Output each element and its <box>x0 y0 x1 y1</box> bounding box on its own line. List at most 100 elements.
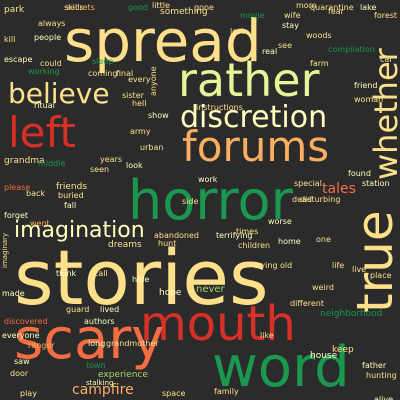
word-imaginary: imaginary <box>1 232 9 268</box>
word-home: home <box>278 237 301 246</box>
word-secrets: secrets <box>66 3 95 12</box>
word-saw: saw <box>14 357 30 366</box>
word-mom: mom <box>296 1 317 10</box>
word-true: true <box>346 210 400 313</box>
word-hell: hell <box>132 99 147 108</box>
word-stalking: stalking <box>86 379 114 387</box>
word-always: always <box>38 19 66 28</box>
word-stay: stay <box>282 21 299 30</box>
word-word: word <box>212 335 350 400</box>
word-disturbing: disturbing <box>300 195 341 204</box>
word-whether: whether <box>367 48 400 180</box>
word-side: side <box>182 197 199 206</box>
word-kill: kill <box>4 35 16 44</box>
word-instructions: instructions <box>196 103 243 112</box>
word-long: long <box>88 339 106 348</box>
word-escape: escape <box>4 55 33 64</box>
word-fear: fear <box>328 7 344 16</box>
word-grandmother: grandmother <box>106 339 159 348</box>
word-spread: spread <box>64 7 262 75</box>
word-hide: hide <box>132 275 150 284</box>
word-wife: wife <box>284 11 301 20</box>
word-forest: forest <box>374 11 398 20</box>
word-hunting: hunting <box>366 371 397 380</box>
word-discovered: discovered <box>4 317 48 326</box>
word-tales: tales <box>322 181 356 197</box>
word-father: father <box>362 361 387 370</box>
word-keep: keep <box>332 345 354 355</box>
word-sister: sister <box>122 91 144 100</box>
word-lost: lost <box>230 27 245 36</box>
word-life: life <box>332 261 345 270</box>
word-friend: friend <box>354 81 378 90</box>
word-grandma: grandma <box>4 156 45 166</box>
word-sleep: sleep <box>92 57 114 66</box>
word-little: little <box>152 1 170 10</box>
word-dead: dead <box>292 195 312 204</box>
word-play: play <box>20 389 37 398</box>
word-made: made <box>2 289 25 298</box>
word-movie: movie <box>240 11 265 20</box>
word-woman: woman <box>354 95 384 104</box>
word-urban: urban <box>140 143 164 152</box>
word-working: working <box>28 67 60 76</box>
word-one: one <box>316 235 331 244</box>
word-coming: coming <box>88 69 118 78</box>
word-think: think <box>56 269 77 278</box>
word-hope: hope <box>159 288 182 298</box>
word-buried: buried <box>58 191 84 200</box>
word-quarantine: quarantine <box>310 3 354 12</box>
word-car: car <box>380 55 393 64</box>
word-children: children <box>238 241 271 250</box>
word-space: space <box>162 389 186 398</box>
word-something: something <box>160 7 208 17</box>
word-dreams: dreams <box>108 240 142 250</box>
word-experience: experience <box>98 370 148 380</box>
word-scary: scary <box>14 307 165 372</box>
word-imagination: imagination <box>14 218 145 243</box>
word-guard: guard <box>66 305 90 314</box>
word-gone: gone <box>194 3 214 12</box>
word-real: real <box>262 47 278 56</box>
word-see: see <box>278 41 293 50</box>
word-good: good <box>128 3 148 12</box>
word-believe: believe <box>8 77 110 110</box>
word-lived: lived <box>100 305 120 314</box>
word-everyone: everyone <box>2 331 40 340</box>
word-ranger: ranger <box>28 341 55 350</box>
word-final: final <box>116 69 134 78</box>
word-years: years <box>100 155 123 164</box>
word-work: work <box>198 175 218 184</box>
word-anyone: anyone <box>149 66 158 96</box>
word-middle: middle <box>38 159 66 168</box>
word-terrifying: terrifying <box>216 231 253 240</box>
word-station: station <box>362 179 390 188</box>
word-army: army <box>130 127 151 136</box>
word-alive: alive <box>374 395 394 400</box>
word-neighborhood: neighborhood <box>320 309 383 319</box>
word-hunt: hunt <box>158 239 177 248</box>
word-times: times <box>236 227 259 236</box>
word-park: park <box>4 5 25 15</box>
word-show: show <box>148 111 169 120</box>
word-seen: seen <box>90 165 110 174</box>
word-old: old <box>280 261 293 270</box>
word-like: like <box>260 331 274 340</box>
word-abandoned: abandoned <box>154 231 199 240</box>
word-never: never <box>196 284 225 295</box>
word-worse: worse <box>268 217 292 226</box>
word-farm: farm <box>310 59 329 68</box>
word-weird: weird <box>312 283 334 292</box>
word-door: door <box>10 369 29 378</box>
word-forget: forget <box>4 211 28 220</box>
word-people: people <box>34 33 62 42</box>
word-please: please <box>4 183 31 192</box>
word-live: live <box>352 265 367 274</box>
word-fall: fall <box>64 201 77 210</box>
word-discretion: discretion <box>180 100 328 135</box>
word-back: back <box>26 189 46 198</box>
word-forums: forums <box>182 122 330 171</box>
word-friends: friends <box>56 182 88 192</box>
word-horror: horror <box>128 169 293 232</box>
